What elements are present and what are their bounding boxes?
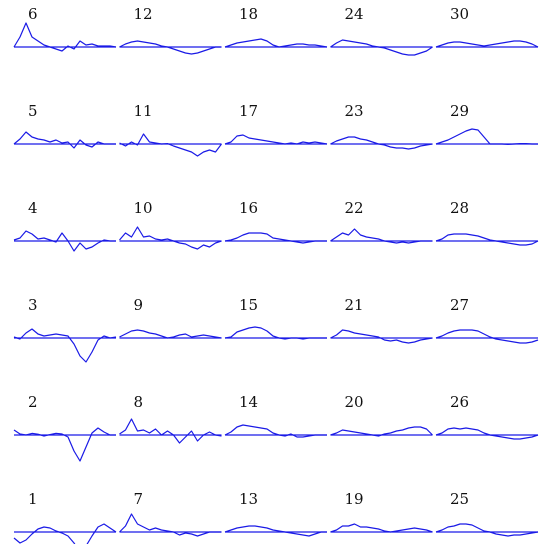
- series-line: [224, 326, 327, 340]
- panel-label: 15: [239, 296, 258, 314]
- panel-label: 3: [28, 296, 38, 314]
- panel-label: 29: [450, 102, 469, 120]
- series-line: [435, 40, 539, 48]
- panel-18: 18: [224, 5, 328, 48]
- panel-28: 28: [435, 199, 539, 246]
- series-line: [13, 328, 117, 363]
- series-line: [330, 39, 433, 56]
- series-line: [119, 513, 222, 537]
- panel-label: 23: [345, 102, 364, 120]
- series-line: [224, 525, 327, 537]
- panel-22: 22: [330, 199, 433, 244]
- panel-label: 17: [239, 102, 258, 120]
- panel-15: 15: [224, 296, 327, 340]
- panel-label: 21: [345, 296, 364, 314]
- panel-label: 13: [239, 490, 258, 508]
- panel-label: 18: [239, 5, 258, 23]
- panel-label: 20: [345, 393, 364, 411]
- panel-11: 11: [119, 102, 222, 157]
- panel-16: 16: [224, 199, 327, 244]
- series-line: [435, 128, 538, 145]
- panel-13: 13: [224, 490, 327, 537]
- panel-27: 27: [435, 296, 539, 344]
- series-line: [13, 523, 117, 544]
- panel-label: 27: [450, 296, 469, 314]
- panel-6: 6: [13, 5, 117, 52]
- panel-label: 8: [134, 393, 144, 411]
- panel-1: 1: [13, 490, 117, 544]
- series-line: [13, 427, 116, 462]
- panel-label: 4: [28, 199, 38, 217]
- panel-12: 12: [119, 5, 222, 55]
- series-line: [435, 329, 539, 344]
- panel-label: 12: [134, 5, 153, 23]
- series-line: [224, 232, 327, 244]
- panel-4: 4: [13, 199, 116, 252]
- panel-20: 20: [330, 393, 433, 437]
- panel-label: 14: [239, 393, 258, 411]
- panel-30: 30: [435, 5, 539, 48]
- series-line: [330, 228, 433, 244]
- panel-label: 25: [450, 490, 469, 508]
- panel-label: 1: [28, 490, 38, 508]
- panel-21: 21: [330, 296, 433, 344]
- panel-24: 24: [330, 5, 433, 56]
- panel-5: 5: [13, 102, 116, 149]
- panel-label: 30: [450, 5, 469, 23]
- series-line: [13, 230, 116, 252]
- series-line: [330, 523, 433, 533]
- series-line: [435, 233, 539, 246]
- panel-14: 14: [224, 393, 327, 438]
- panel-label: 26: [450, 393, 469, 411]
- panel-label: 10: [134, 199, 153, 217]
- panel-23: 23: [330, 102, 433, 150]
- panel-label: 22: [345, 199, 364, 217]
- panel-label: 7: [134, 490, 144, 508]
- panel-7: 7: [119, 490, 222, 537]
- panel-label: 19: [345, 490, 364, 508]
- series-line: [330, 136, 433, 150]
- panel-10: 10: [119, 199, 222, 250]
- series-line: [224, 38, 328, 48]
- series-line: [330, 426, 433, 437]
- panel-2: 2: [13, 393, 116, 462]
- panel-label: 2: [28, 393, 38, 411]
- panel-label: 28: [450, 199, 469, 217]
- panel-25: 25: [435, 490, 539, 537]
- series-line: [119, 133, 222, 157]
- panel-3: 3: [13, 296, 117, 363]
- series-line: [330, 329, 433, 344]
- panel-label: 16: [239, 199, 258, 217]
- panel-8: 8: [119, 393, 222, 444]
- panel-label: 11: [134, 102, 153, 120]
- series-line: [435, 523, 539, 537]
- panel-17: 17: [224, 102, 328, 145]
- series-line: [119, 226, 222, 250]
- panel-29: 29: [435, 102, 538, 145]
- series-line: [119, 40, 222, 55]
- panel-9: 9: [119, 296, 222, 339]
- series-line: [435, 427, 539, 440]
- series-line: [224, 134, 328, 145]
- panel-label: 24: [345, 5, 364, 23]
- panel-label: 6: [28, 5, 38, 23]
- series-line: [224, 424, 327, 438]
- panel-19: 19: [330, 490, 433, 533]
- panel-label: 9: [134, 296, 144, 314]
- series-line: [13, 22, 117, 52]
- series-line: [13, 131, 116, 149]
- series-line: [119, 418, 222, 444]
- panel-26: 26: [435, 393, 539, 440]
- series-line: [119, 329, 222, 339]
- panel-label: 5: [28, 102, 38, 120]
